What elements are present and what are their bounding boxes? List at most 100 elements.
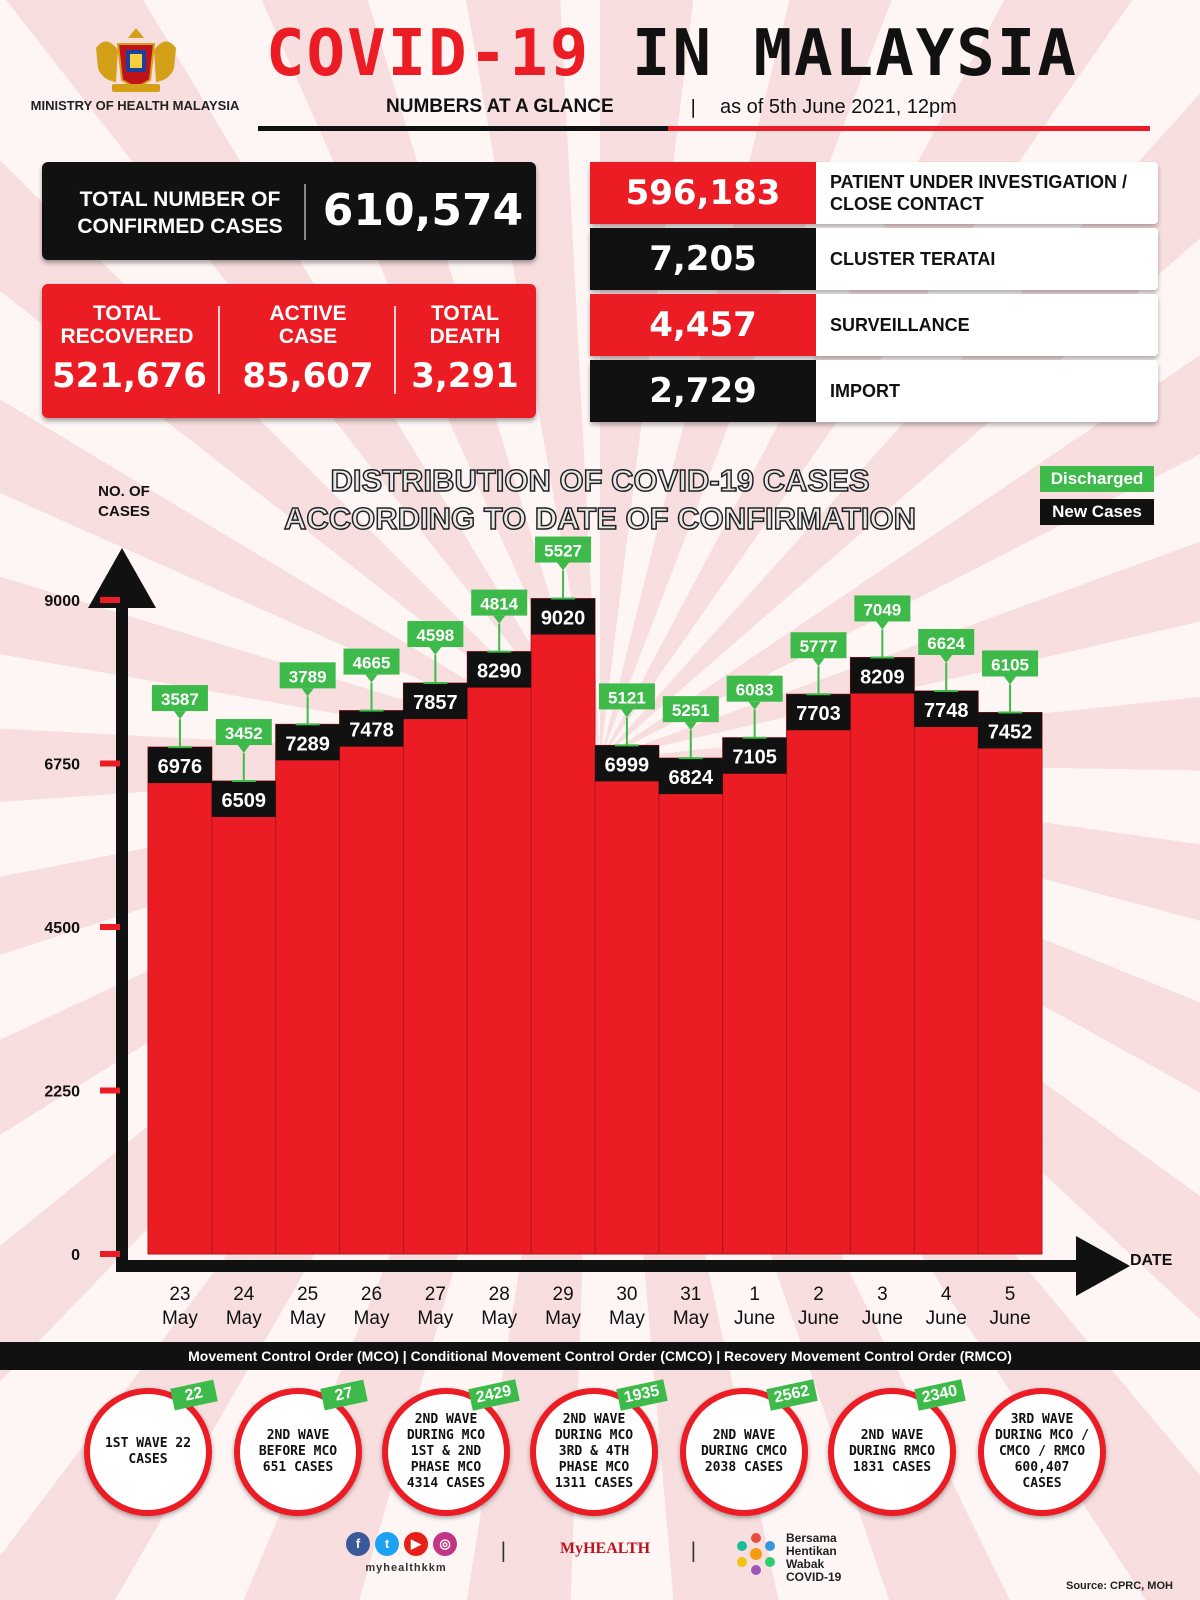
campaign-text: Bersama Hentikan Wabak COVID-19 <box>786 1531 842 1584</box>
recovered-value: 521,676 <box>52 356 207 396</box>
source-row: 596,183 PATIENT UNDER INVESTIGATION / CL… <box>590 162 1158 224</box>
discharged-pointer <box>812 658 825 667</box>
wave-circle: 2ND WAVE BEFORE MCO 651 CASES <box>234 1388 362 1516</box>
legend-discharged: Discharged <box>1040 466 1154 492</box>
new-cases-label: 7748 <box>924 700 969 722</box>
discharged-label-box <box>343 648 400 675</box>
bar-new-cases <box>722 737 788 1255</box>
wave-circle: 2ND WAVE DURING MCO 3RD & 4TH PHASE MCO … <box>530 1388 658 1516</box>
mco-band: Movement Control Order (MCO) | Condition… <box>0 1342 1200 1370</box>
x-tick-label-month: May <box>354 1308 390 1329</box>
y-tick-mark <box>100 1251 120 1257</box>
bar-new-cases <box>339 710 404 1255</box>
x-tick-label-month: June <box>734 1308 775 1329</box>
instagram-icon[interactable]: ◎ <box>433 1532 457 1556</box>
y-tick-mark <box>100 1087 120 1094</box>
discharged-label: 6083 <box>736 681 774 700</box>
divider <box>394 306 396 394</box>
discharged-label-box <box>407 621 464 648</box>
subtitle-separator: | <box>690 96 697 118</box>
new-cases-label-box <box>978 712 1043 749</box>
wave-circle: 2ND WAVE DURING RMCO 1831 CASES <box>828 1388 956 1516</box>
youtube-icon[interactable]: ▶ <box>404 1532 428 1556</box>
discharged-label-box <box>598 683 655 710</box>
x-tick-label-month: May <box>162 1308 198 1329</box>
source-label: CLUSTER TERATAI <box>830 249 996 269</box>
new-cases-label: 7703 <box>796 703 841 725</box>
wave-circle: 3RD WAVE DURING MCO / CMCO / RMCO 600,40… <box>978 1388 1106 1516</box>
wave-text: 2ND WAVE DURING CMCO 2038 CASES <box>700 1428 788 1475</box>
new-cases-label-box <box>786 694 851 731</box>
title-malaysia: IN MALAYSIA <box>632 17 1078 91</box>
y-axis-arrow-icon <box>88 548 156 608</box>
bar-new-cases <box>786 693 851 1255</box>
discharged-label-box <box>151 685 208 712</box>
death-stat: TOTAL DEATH 3,291 <box>404 302 526 398</box>
new-cases-label-box <box>594 745 659 782</box>
new-cases-label: 7289 <box>285 733 330 755</box>
new-cases-label: 6509 <box>222 790 267 812</box>
bar-new-cases <box>849 656 915 1255</box>
x-tick-label-day: 3 <box>877 1284 888 1305</box>
facebook-icon[interactable]: f <box>346 1532 370 1556</box>
chart-title: DISTRIBUTION OF COVID-19 CASES ACCORDING… <box>283 462 917 537</box>
x-tick-label-day: 29 <box>553 1284 574 1305</box>
discharged-label: 5251 <box>672 701 710 720</box>
ministry-name: MINISTRY OF HEALTH MALAYSIA <box>30 98 240 113</box>
death-label: TOTAL DEATH <box>429 302 501 348</box>
source-note: Source: CPRC, MOH <box>1066 1580 1173 1592</box>
discharged-label-box <box>471 589 528 616</box>
discharged-label-box <box>279 662 336 689</box>
discharged-label: 5527 <box>544 542 582 561</box>
social-handle: myhealthkkm <box>365 1562 447 1574</box>
divider <box>304 184 306 240</box>
x-tick-label-month: June <box>798 1308 839 1329</box>
x-tick-label-day: 23 <box>169 1284 190 1305</box>
discharged-pointer <box>365 674 378 683</box>
wave-text: 2ND WAVE DURING MCO 1ST & 2ND PHASE MCO … <box>406 1412 486 1491</box>
bar-new-cases <box>594 744 660 1255</box>
x-tick-label-month: June <box>989 1308 1030 1329</box>
source-label: PATIENT UNDER INVESTIGATION / CLOSE CONT… <box>830 172 1128 214</box>
discharged-label-box <box>982 650 1039 677</box>
source-row: 4,457 SURVEILLANCE <box>590 294 1158 356</box>
new-cases-label: 6976 <box>158 756 203 778</box>
y-tick-mark <box>100 924 120 930</box>
new-cases-label: 7452 <box>988 721 1033 743</box>
discharged-label-box <box>662 696 719 723</box>
wave-text: 2ND WAVE DURING MCO 3RD & 4TH PHASE MCO … <box>554 1412 634 1491</box>
new-cases-label-box <box>850 657 915 694</box>
wave-circle: 2ND WAVE DURING MCO 1ST & 2ND PHASE MCO … <box>382 1388 510 1516</box>
recovered-label: TOTAL RECOVERED <box>60 302 194 348</box>
new-cases-label: 7857 <box>413 692 458 714</box>
new-cases-label-box <box>147 747 212 784</box>
outcome-box: TOTAL RECOVERED 521,676 ACTIVE CASE 85,6… <box>42 284 536 418</box>
discharged-label: 3587 <box>161 690 199 709</box>
x-tick-label-month: May <box>481 1308 517 1329</box>
x-tick-label-day: 1 <box>749 1284 760 1305</box>
y-tick-label: 6750 <box>44 757 80 774</box>
twitter-icon[interactable]: t <box>375 1532 399 1556</box>
wave-circle: 1ST WAVE 22 CASES <box>84 1388 212 1516</box>
source-value: 7,205 <box>590 228 816 290</box>
social-icons: f t ▶ ◎ <box>346 1532 457 1556</box>
x-tick-label-month: June <box>926 1308 967 1329</box>
discharged-label: 5777 <box>800 637 838 656</box>
x-tick-label-month: June <box>862 1308 903 1329</box>
as-of-date: as of 5th June 2021, 12pm <box>720 96 957 118</box>
new-cases-label: 7105 <box>732 747 777 769</box>
footer-separator: | <box>690 1538 697 1562</box>
x-tick-label-day: 30 <box>616 1284 637 1305</box>
x-tick-label-day: 5 <box>1005 1284 1016 1305</box>
total-confirmed-box: TOTAL NUMBER OF CONFIRMED CASES 610,574 <box>42 162 536 260</box>
discharged-label: 6624 <box>927 634 965 653</box>
source-row: 7,205 CLUSTER TERATAI <box>590 228 1158 290</box>
x-tick-label-day: 27 <box>425 1284 446 1305</box>
discharged-label-box <box>726 675 783 702</box>
x-tick-label-month: May <box>545 1308 581 1329</box>
coat-of-arms-logo <box>96 28 176 92</box>
x-tick-label-month: May <box>673 1308 709 1329</box>
active-value: 85,607 <box>242 356 374 396</box>
y-tick-label: 2250 <box>44 1084 80 1101</box>
